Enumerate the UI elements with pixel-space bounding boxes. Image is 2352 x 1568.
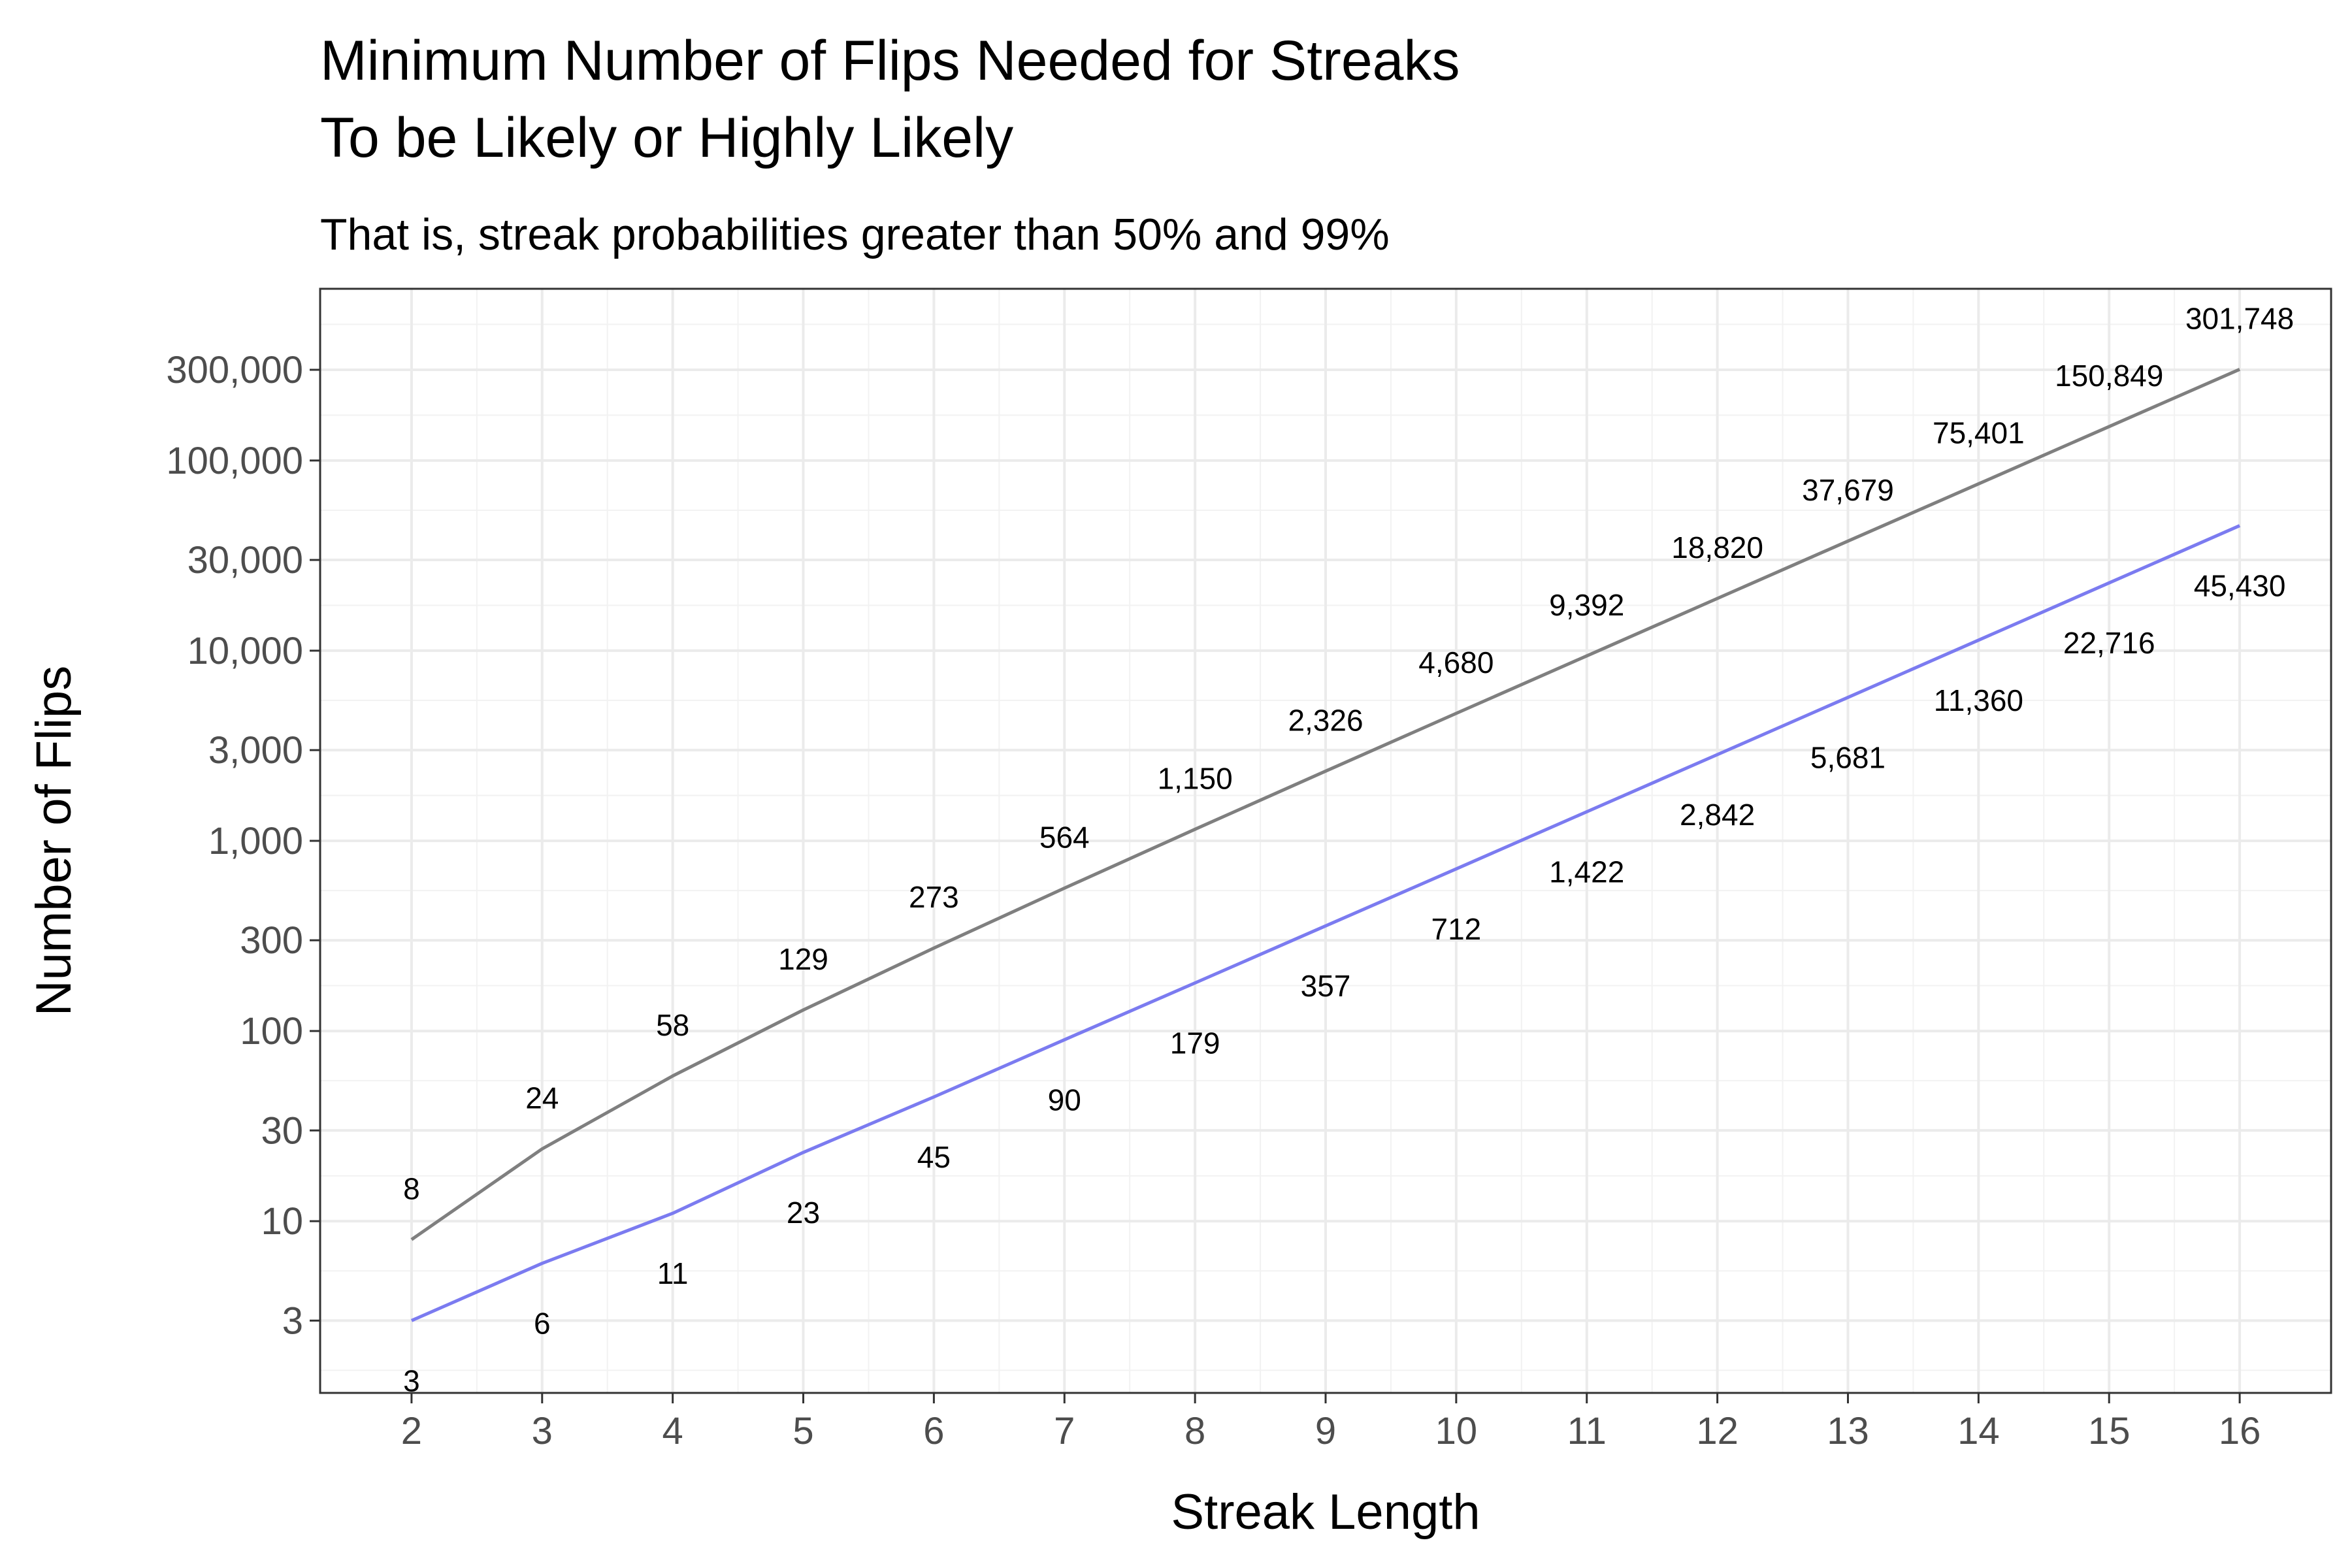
x-tick-label: 3: [532, 1410, 553, 1452]
major-gridlines: [320, 289, 2331, 1393]
x-tick-label: 7: [1054, 1410, 1075, 1452]
series-layer: [410, 368, 2241, 1322]
y-axis-title: Number of Flips: [26, 666, 82, 1016]
series-1-data-label: 150,849: [2055, 359, 2163, 393]
series-2-data-label: 22,716: [2063, 626, 2155, 660]
series-2-data-label: 45,430: [2194, 569, 2286, 603]
series-2-data-label: 179: [1170, 1026, 1220, 1060]
y-tick-label: 300,000: [166, 349, 303, 391]
y-tick-label: 10: [261, 1200, 303, 1243]
x-tick-label: 15: [2088, 1410, 2131, 1452]
x-tick-label: 9: [1315, 1410, 1336, 1452]
series-1-data-label: 37,679: [1802, 473, 1894, 507]
series-2-data-label: 23: [787, 1196, 820, 1230]
series-2-data-label: 712: [1431, 912, 1481, 946]
series-2-data-label: 6: [534, 1307, 551, 1341]
y-tick-label: 100: [240, 1010, 303, 1053]
x-axis: 2 3 4 5 6 7 8 9 10 11 12 13 14 15 16: [401, 1393, 2261, 1452]
series-1-data-label: 129: [778, 942, 828, 976]
data-labels: 8 24 58 129 273 564 1,150 2,326 4,680 9,392 18,820…: [403, 301, 2294, 1397]
y-axis: 3 10 30 100 300 1,000 3,000 10,000 30,000 100,000…: [166, 349, 320, 1342]
series-1-data-label: 18,820: [1671, 531, 1763, 564]
series-2-data-label: 11,360: [1934, 683, 2023, 717]
x-tick-label: 11: [1567, 1410, 1607, 1452]
y-tick-label: 1,000: [208, 820, 303, 862]
series-1-data-label: 301,748: [2185, 301, 2294, 335]
y-tick-label: 10,000: [188, 630, 303, 672]
x-tick-label: 16: [2219, 1410, 2261, 1452]
series-1-data-label: 2,326: [1288, 703, 1363, 737]
chart-title-line-2: To be Likely or Highly Likely: [320, 106, 1013, 169]
x-tick-label: 14: [1957, 1410, 2000, 1452]
x-tick-label: 6: [923, 1410, 944, 1452]
series-1-data-label: 4,680: [1418, 645, 1494, 679]
series-1-data-label: 9,392: [1549, 588, 1624, 622]
series-1-data-label: 1,150: [1158, 761, 1233, 795]
series-1-data-label: 75,401: [1933, 416, 2025, 450]
x-tick-label: 2: [401, 1410, 422, 1452]
x-tick-label: 5: [792, 1410, 813, 1452]
series-1-data-label: 58: [656, 1008, 689, 1042]
x-axis-title: Streak Length: [1171, 1484, 1480, 1540]
series-line-2: [410, 524, 2241, 1322]
series-1-data-label: 24: [525, 1081, 559, 1115]
y-tick-label: 300: [240, 919, 303, 962]
y-tick-label: 3,000: [208, 729, 303, 772]
series-1-data-label: 273: [909, 880, 959, 914]
y-tick-label: 3: [282, 1299, 303, 1342]
chart-title-line-1: Minimum Number of Flips Needed for Strea…: [320, 29, 1460, 92]
y-tick-label: 30: [261, 1109, 303, 1152]
series-1-data-label: 8: [403, 1171, 420, 1205]
series-2-data-label: 11: [657, 1256, 689, 1290]
x-tick-label: 4: [662, 1410, 683, 1452]
x-tick-label: 13: [1827, 1410, 1869, 1452]
series-2-data-label: 1,422: [1549, 855, 1624, 889]
series-2-data-label: 90: [1048, 1083, 1081, 1117]
series-2-data-label: 5,681: [1810, 740, 1886, 774]
series-2-data-label: 45: [917, 1140, 951, 1174]
x-tick-label: 10: [1435, 1410, 1478, 1452]
y-tick-label: 100,000: [166, 440, 303, 482]
x-tick-label: 12: [1696, 1410, 1739, 1452]
series-2-data-label: 2,842: [1680, 798, 1755, 832]
series-2-data-label: 357: [1301, 969, 1351, 1003]
y-tick-label: 30,000: [188, 539, 303, 581]
x-tick-label: 8: [1184, 1410, 1205, 1452]
series-1-data-label: 564: [1039, 820, 1090, 854]
series-line-1: [410, 368, 2241, 1241]
chart-subtitle: That is, streak probabilities greater th…: [320, 210, 1390, 259]
